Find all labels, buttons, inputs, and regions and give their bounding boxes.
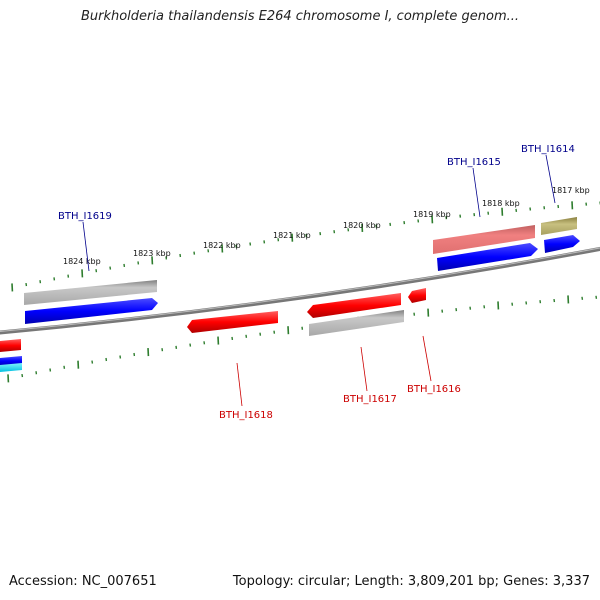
gene-label-bth-i1615[interactable]: BTH_I1615 [447,157,501,168]
gene-label-bth-i1617[interactable]: BTH_I1617 [343,394,397,405]
leader-bth-i1619 [82,221,90,272]
ruler-label-1824: 1824 kbp [63,257,101,266]
gene-red-left-edge[interactable] [0,339,21,352]
gene-cyan-left-edge[interactable] [0,363,22,372]
topology-text: Topology: circular; Length: 3,809,201 bp… [232,574,590,589]
gene-label-bth-i1614[interactable]: BTH_I1614 [521,144,575,155]
gene-gray-upper-left[interactable] [24,280,157,305]
ruler-label-1821: 1821 kbp [273,231,311,240]
gene-olive-bth-i1614[interactable] [541,217,577,235]
leader-bth-i1616 [422,335,432,382]
chromosome-backbone [0,246,600,335]
ruler-label-1823: 1823 kbp [133,249,171,258]
outer-ruler [11,201,600,292]
map-title: Burkholderia thailandensis E264 chromoso… [80,9,520,24]
gene-pink-bth-i1615[interactable] [433,225,535,254]
gene-label-bth-i1619[interactable]: BTH_I1619 [58,211,112,222]
leader-bth-i1617 [360,346,368,392]
gene-gray-bth-i1617[interactable] [309,310,404,336]
ruler-label-1818: 1818 kbp [482,199,520,208]
accession-text: Accession: NC_007651 [9,574,157,589]
gene-red-bth-i1616[interactable] [408,288,426,303]
leader-bth-i1618 [236,362,243,407]
gene-label-bth-i1616[interactable]: BTH_I1616 [407,384,461,395]
leader-bth-i1614 [545,154,556,204]
gene-label-bth-i1618[interactable]: BTH_I1618 [219,410,273,421]
ruler-label-1817: 1817 kbp [552,186,590,195]
leader-bth-i1615 [472,167,481,218]
gene-red-bth-i1618[interactable] [187,311,278,333]
ruler-label-1819: 1819 kbp [413,210,451,219]
gene-blue-upper-left[interactable] [25,298,158,324]
ruler-label-1822: 1822 kbp [203,241,241,250]
gene-blue-bth-i1614[interactable] [544,235,580,253]
chromosome-backbone-highlight [0,247,600,333]
gene-blue-bth-i1615[interactable] [437,243,538,271]
ruler-label-1820: 1820 kbp [343,221,381,230]
gene-red-bth-i1617[interactable] [307,293,401,318]
